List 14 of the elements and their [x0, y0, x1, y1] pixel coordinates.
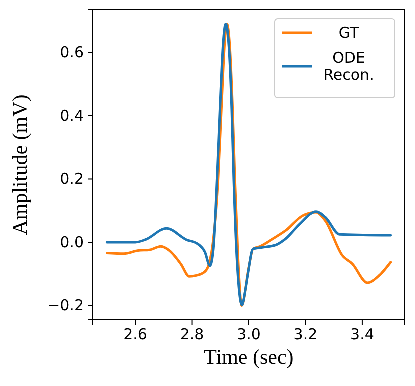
- legend-label: ODE Recon.: [324, 49, 374, 84]
- x-tick-label: 3.0: [237, 326, 261, 344]
- x-tick-label: 3.2: [294, 326, 318, 344]
- x-tick-label: 2.6: [124, 326, 148, 344]
- y-tick-label: 0.2: [60, 170, 84, 188]
- legend-label: GT: [338, 24, 360, 42]
- y-tick-label: 0.0: [60, 233, 84, 252]
- x-axis-title: Time (sec): [204, 345, 294, 369]
- x-tick-label: 2.8: [180, 326, 204, 344]
- y-axis-title: Amplitude (mV): [8, 94, 32, 236]
- y-tick-label: 0.4: [60, 106, 84, 125]
- y-tick-label: 0.6: [60, 44, 84, 62]
- x-tick-label: 3.4: [350, 326, 374, 344]
- y-tick-label: −0.2: [48, 296, 84, 315]
